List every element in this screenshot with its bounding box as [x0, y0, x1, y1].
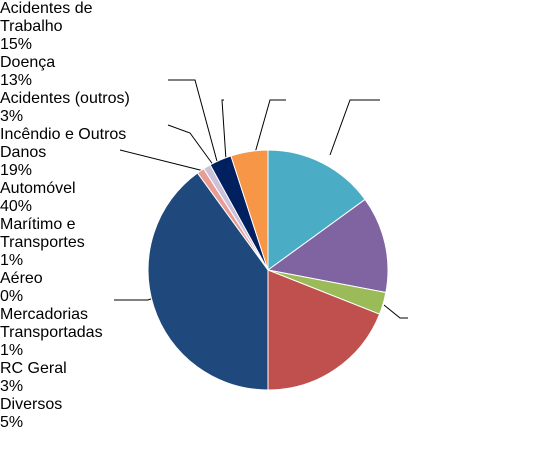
- slice-label: RC Geral 3%: [0, 360, 90, 396]
- pie-slice: [147, 172, 269, 391]
- slice-label: Marítimo e Transportes 1%: [0, 216, 110, 270]
- value-label: 15%: [0, 36, 33, 53]
- leader-line: [168, 79, 219, 166]
- value-label: 5%: [0, 414, 24, 431]
- category-label: Incêndio e Outros Danos: [0, 126, 127, 161]
- value-label: 1%: [0, 342, 24, 359]
- category-label: Mercadorias Transportadas: [0, 306, 103, 341]
- value-label: 13%: [0, 72, 33, 89]
- category-label: Acidentes (outros): [0, 90, 130, 107]
- slice-label: Incêndio e Outros Danos 19%: [0, 126, 140, 180]
- category-label: RC Geral: [0, 360, 67, 377]
- slice-label: Acidentes de Trabalho 15%: [0, 0, 120, 54]
- value-label: 1%: [0, 252, 24, 269]
- leader-line: [119, 149, 209, 173]
- leader-line: [383, 304, 408, 319]
- value-label: 3%: [0, 378, 24, 395]
- leader-lines: [114, 79, 408, 319]
- value-label: 3%: [0, 108, 24, 125]
- leader-line: [221, 99, 227, 161]
- slice-label: Automóvel 40%: [0, 180, 100, 216]
- value-label: 0%: [0, 288, 24, 305]
- leader-line: [254, 99, 286, 154]
- category-label: Marítimo e Transportes: [0, 216, 85, 251]
- value-label: 19%: [0, 162, 33, 179]
- category-label: Doença: [0, 54, 56, 71]
- category-label: Automóvel: [0, 180, 76, 197]
- slice-label: Doença 13%: [0, 54, 100, 90]
- pie-slice: [230, 149, 269, 271]
- category-label: Diversos: [0, 396, 63, 413]
- slice-label: Aéreo 0%: [0, 270, 80, 306]
- pie-slice: [267, 269, 381, 391]
- slice-label: Diversos 5%: [0, 396, 90, 432]
- slice-label: Mercadorias Transportadas 1%: [0, 306, 140, 360]
- category-label: Aéreo: [0, 270, 43, 287]
- leader-line: [329, 99, 380, 156]
- slice-label: Acidentes (outros) 3%: [0, 90, 170, 126]
- category-label: Acidentes de Trabalho: [0, 0, 93, 35]
- value-label: 40%: [0, 198, 33, 215]
- leader-line: [167, 124, 215, 167]
- pie-slice: [266, 198, 389, 294]
- pie-slice: [267, 149, 366, 271]
